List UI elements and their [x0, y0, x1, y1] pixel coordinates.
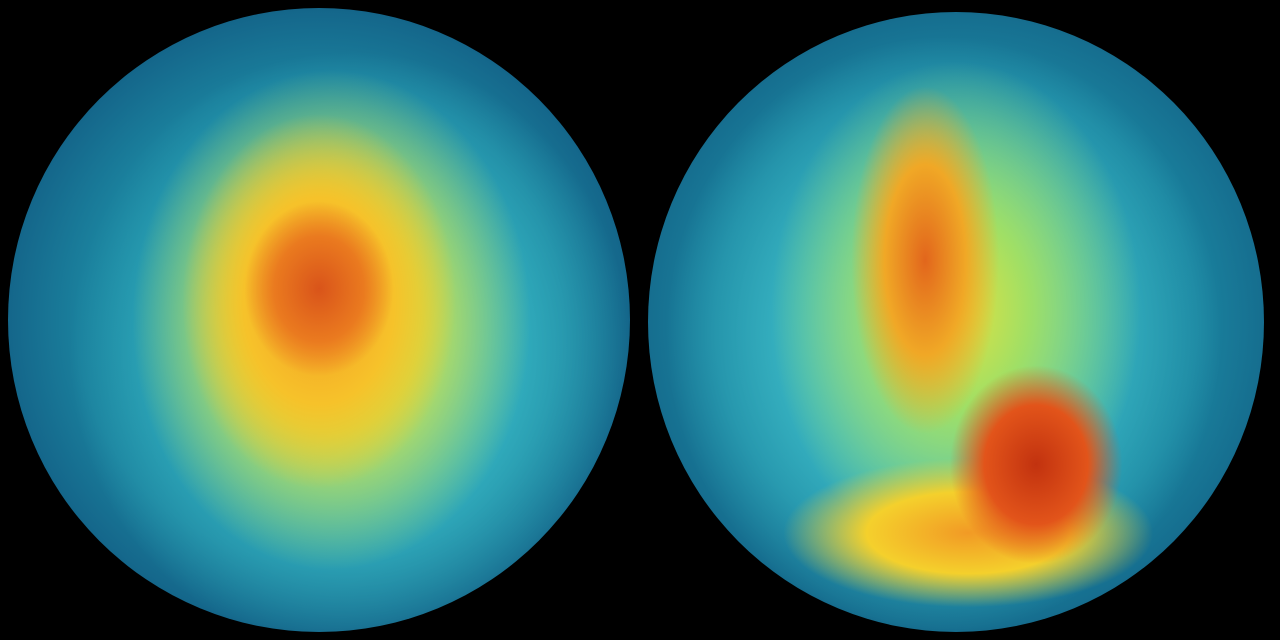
globe-limb-shading: [648, 12, 1264, 632]
globe-limb-shading: [8, 8, 630, 632]
left-globe-visualization: [8, 8, 630, 632]
right-globe-visualization: [648, 12, 1264, 632]
